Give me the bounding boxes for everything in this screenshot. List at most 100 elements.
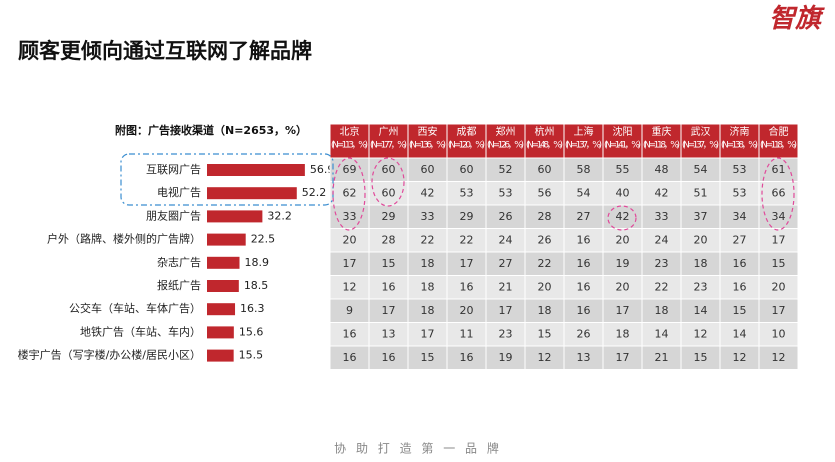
cell-text: 60 (421, 163, 435, 176)
category-label: 公交车（车站、车体广告） (69, 301, 201, 315)
bar (207, 303, 236, 316)
value-label: 32.2 (267, 209, 292, 222)
highlight-ellipse (332, 157, 366, 231)
bar (207, 164, 305, 176)
cell-text: 12 (538, 351, 552, 364)
cell-text: 19 (499, 351, 513, 364)
cell-text: 10 (772, 327, 786, 340)
cell-text: 12 (343, 280, 357, 293)
cell-text: 16 (343, 351, 357, 364)
bar (207, 326, 234, 339)
bar-chart: 互联网广告 56.9 电视广告 52.2 朋友圈广告 32.2 户外（路牌、楼外侧的广告牌）… (18, 163, 330, 362)
cell-text: 37 (694, 210, 708, 223)
header-text: 重庆 (652, 125, 672, 138)
header-text: (N=137，%) (682, 141, 719, 151)
header-text: 西安 (418, 125, 438, 138)
cell-text: 53 (499, 186, 513, 199)
highlight-ellipse (607, 205, 637, 231)
cell-text: 15 (538, 327, 552, 340)
cell-text: 27 (499, 257, 513, 270)
cell-text: 61 (772, 163, 786, 176)
cell-text: 26 (499, 210, 513, 223)
logo: 智旗 (769, 4, 825, 34)
cell-text: 16 (577, 257, 591, 270)
bar (207, 233, 246, 246)
cell-text: 29 (382, 210, 396, 223)
cell-text: 42 (421, 186, 435, 199)
header-text: 上海 (574, 125, 594, 138)
cell-text: 53 (733, 163, 747, 176)
cell-text: 26 (538, 233, 552, 246)
cell-text: 16 (577, 280, 591, 293)
cell-text: 69 (343, 163, 357, 176)
category-label: 报纸广告 (157, 278, 201, 292)
value-label: 16.3 (240, 302, 265, 315)
header-text: 成都 (457, 126, 477, 138)
table: 北京 (N=113，%) 广州 (N=177，%) 西安 (N=136，%) 成都 (N=12… (329, 123, 799, 370)
table-cell (758, 345, 799, 370)
cell-text: 29 (460, 210, 474, 223)
cell-text: 55 (616, 163, 630, 176)
cell-text: 14 (694, 304, 708, 317)
value-label: 18.9 (245, 256, 270, 269)
cell-text: 18 (694, 257, 708, 270)
cell-text: 12 (694, 327, 708, 340)
cell-text: 51 (694, 186, 708, 199)
cell-text: 66 (772, 186, 786, 199)
cell-text: 60 (382, 186, 396, 199)
cell-text: 22 (460, 233, 474, 246)
cell-text: 27 (733, 233, 747, 246)
cell-text: 20 (538, 280, 552, 293)
header-text: 沈阳 (613, 125, 633, 138)
cell-text: 17 (343, 257, 357, 270)
cell-text: 17 (772, 233, 786, 246)
footer: 协 助 打 造 第 一 品 牌 (334, 441, 502, 456)
highlight-ellipse (371, 157, 405, 207)
header-cell (563, 123, 604, 159)
cell-text: 42 (655, 186, 669, 199)
cell-text: 16 (577, 233, 591, 246)
header-cell (719, 123, 760, 159)
header-text: (N=138，%) (721, 141, 758, 151)
cell-text: 28 (538, 210, 552, 223)
cell-text: 53 (460, 186, 474, 199)
category-label: 楼宇广告（写字楼/办公楼/居民小区） (18, 348, 201, 362)
header-text: (N=126，%) (487, 141, 524, 151)
cell-text: 18 (421, 280, 435, 293)
cell-text: 14 (733, 327, 747, 340)
cell-text: 22 (655, 280, 669, 293)
cell-text: 56 (538, 186, 552, 199)
bar (207, 210, 263, 223)
value-label: 18.5 (244, 279, 269, 292)
header-text: (N=141，%) (604, 141, 641, 151)
cell-text: 42 (616, 210, 630, 223)
cell-text: 17 (772, 304, 786, 317)
cell-text: 20 (772, 280, 786, 293)
category-label: 互联网广告 (146, 163, 201, 176)
cell-text: 22 (421, 233, 435, 246)
header-text: (N=118，%) (760, 141, 797, 151)
cell-text: 60 (460, 163, 474, 176)
cell-text: 19 (616, 257, 630, 270)
highlight-box (120, 153, 334, 206)
cell-text: 17 (421, 327, 435, 340)
cell-text: 17 (499, 304, 513, 317)
cell-text: 17 (460, 257, 474, 270)
cell-text: 17 (382, 304, 396, 317)
cell-text: 16 (460, 280, 474, 293)
cell-text: 23 (694, 280, 708, 293)
cell-text: 20 (616, 233, 630, 246)
cell-text: 16 (733, 257, 747, 270)
cell-text: 20 (694, 233, 708, 246)
cell-text: 33 (343, 210, 357, 223)
highlights (120, 153, 795, 231)
cell-text: 33 (655, 210, 669, 223)
cell-text: 20 (616, 280, 630, 293)
category-label: 地铁广告（车站、车内） (80, 324, 201, 338)
cell-text: 9 (346, 304, 353, 317)
bar (207, 187, 297, 200)
header-text: (N=177，%) (370, 141, 407, 151)
header-text: (N=136，%) (409, 141, 446, 151)
header-cell (524, 123, 565, 159)
